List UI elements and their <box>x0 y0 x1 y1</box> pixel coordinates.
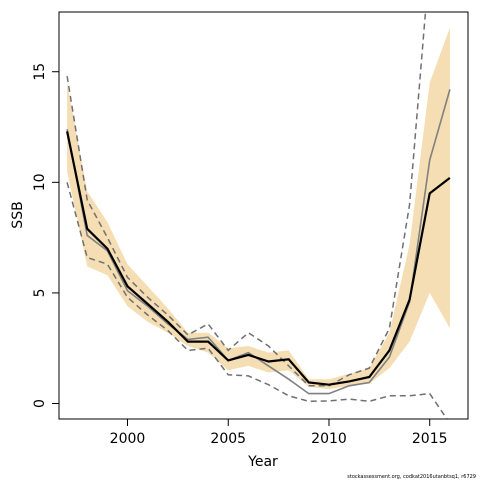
x-axis-label: Year <box>247 454 278 470</box>
footer-credit: stockassessment.org, codkat2016utanbtsq1… <box>347 474 476 480</box>
alt-upper-bound-line <box>66 12 427 387</box>
alt-estimate-line <box>66 89 451 395</box>
plot-frame <box>58 11 469 420</box>
y-tick-label-10: 10 <box>32 173 48 191</box>
alt-lower-bound-line <box>66 182 448 419</box>
y-tick-label-5: 5 <box>32 288 48 297</box>
x-tick-label-2015: 2015 <box>412 431 448 447</box>
x-tick-label-2005: 2005 <box>210 431 246 447</box>
estimate-line <box>66 131 451 386</box>
y-tick-label-15: 15 <box>32 63 48 81</box>
y-axis-label: SSB <box>10 201 26 228</box>
confidence-band <box>67 27 450 390</box>
x-tick-label-2010: 2010 <box>311 431 347 447</box>
x-tick-label-2000: 2000 <box>110 431 146 447</box>
y-tick-label-0: 0 <box>32 399 48 408</box>
